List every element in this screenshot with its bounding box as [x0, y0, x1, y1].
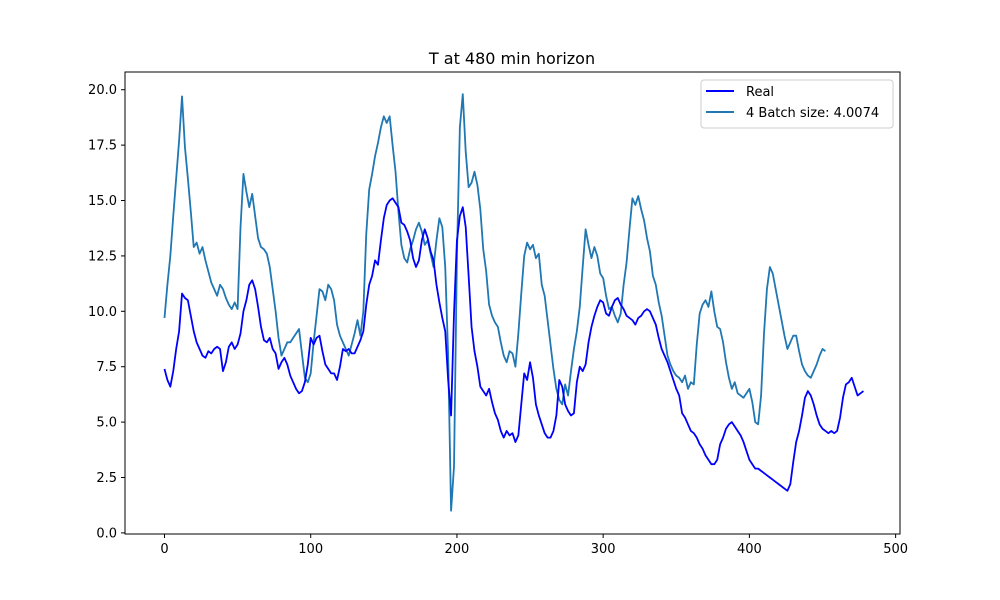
- y-tick-label: 2.5: [96, 471, 117, 486]
- x-axis: 0 100 200 300 400 500: [160, 534, 908, 557]
- y-tick-label: 12.5: [88, 249, 117, 264]
- y-tick-label: 0.0: [96, 526, 117, 541]
- y-tick-label: 7.5: [96, 360, 117, 375]
- legend-label-real: Real: [746, 85, 774, 100]
- plot-lines: [163, 93, 864, 512]
- chart-title: T at 480 min horizon: [428, 49, 595, 68]
- y-tick-label: 20.0: [88, 83, 117, 98]
- x-tick-label: 100: [298, 542, 323, 557]
- y-tick-label: 10.0: [88, 305, 117, 320]
- x-tick-label: 0: [160, 542, 168, 557]
- series-line-0: [163, 197, 864, 492]
- y-tick-label: 5.0: [96, 416, 117, 431]
- x-tick-label: 300: [591, 542, 616, 557]
- series-line-1: [163, 93, 826, 512]
- legend-box: [700, 79, 894, 129]
- x-tick-label: 400: [737, 542, 762, 557]
- legend-label-batch: 4 Batch size: 4.0074: [746, 106, 879, 121]
- x-tick-label: 200: [445, 542, 470, 557]
- y-tick-label: 15.0: [88, 194, 117, 209]
- y-axis: 0.0 2.5 5.0 7.5 10.0 12.5 15.0 17.5 20.0: [88, 83, 125, 541]
- plot-frame: [124, 71, 901, 535]
- y-tick-label: 17.5: [88, 139, 117, 154]
- legend: Real 4 Batch size: 4.0074: [700, 79, 894, 129]
- x-tick-label: 500: [883, 542, 908, 557]
